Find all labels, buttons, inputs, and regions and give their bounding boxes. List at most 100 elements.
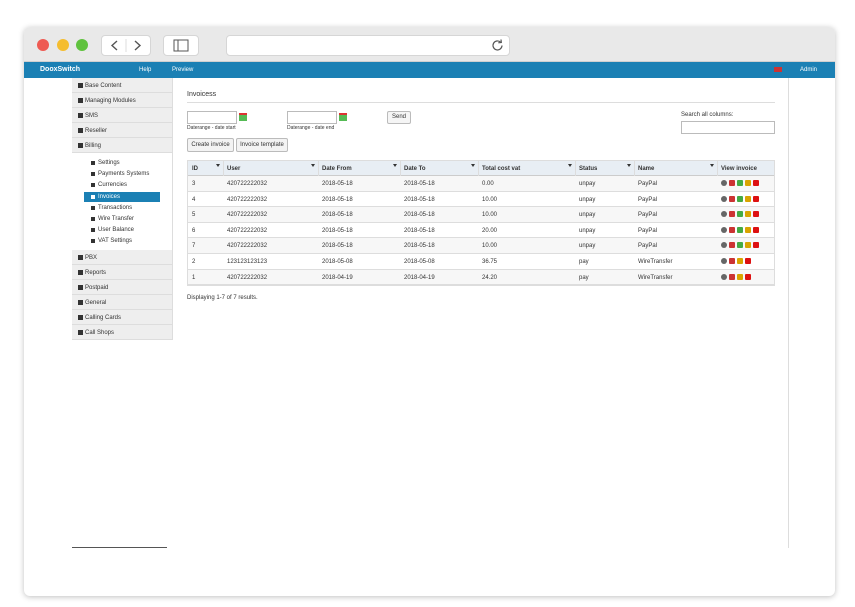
create-invoice-button[interactable]: Create invoice [187, 138, 234, 152]
calendar-icon[interactable] [339, 113, 347, 121]
sidebar-toggle[interactable] [163, 35, 199, 56]
column-header[interactable]: User [227, 166, 241, 172]
nav-link[interactable]: Help [139, 67, 152, 73]
sidebar-link[interactable]: Postpaid [85, 285, 109, 291]
user-menu[interactable]: Admin [800, 67, 818, 73]
sidebar-link[interactable]: Reports [85, 270, 107, 276]
sidebar-link[interactable]: Reseller [85, 128, 108, 134]
action-icon[interactable] [745, 226, 751, 233]
date-start-input[interactable] [187, 111, 237, 124]
sidebar-line [72, 547, 167, 548]
action-icon[interactable] [745, 180, 751, 186]
date-end-input[interactable] [287, 111, 337, 124]
table-row [188, 238, 774, 254]
action-icon[interactable] [737, 211, 743, 218]
sidebar-item [72, 295, 172, 310]
submenu-link[interactable]: Currencies [98, 182, 128, 189]
brand[interactable]: DooxSwitch [40, 66, 81, 73]
action-icon[interactable] [737, 180, 743, 186]
action-icon[interactable] [737, 195, 743, 202]
action-icon[interactable] [721, 211, 727, 218]
nav-arrows[interactable] [102, 36, 150, 55]
column-header[interactable]: Total cost vat [482, 166, 521, 172]
sidebar-link[interactable]: SMS [85, 113, 99, 119]
sort-caret[interactable] [216, 164, 220, 167]
sidebar-icon [78, 128, 83, 133]
action-icon[interactable] [745, 258, 751, 264]
action-icon[interactable] [729, 242, 735, 249]
action-icon[interactable] [729, 180, 735, 186]
action-icon[interactable] [729, 273, 735, 280]
action-icon[interactable] [721, 242, 727, 249]
submenu-link[interactable]: VAT Settings [98, 238, 133, 245]
sort-caret[interactable] [568, 164, 572, 167]
action-icon[interactable] [737, 226, 743, 233]
action-icon[interactable] [721, 273, 727, 280]
send-button[interactable]: Send [387, 111, 411, 124]
flag[interactable] [774, 67, 782, 72]
action-icon[interactable] [721, 180, 727, 186]
nav-link[interactable]: Preview [172, 67, 194, 73]
submenu-link[interactable]: Payments Systems [98, 171, 150, 178]
action-icon[interactable] [753, 195, 759, 202]
action-icon[interactable] [729, 226, 735, 233]
column-header[interactable]: Name [638, 166, 655, 172]
sidebar-link[interactable]: PBX [85, 255, 98, 261]
action-icon[interactable] [753, 211, 759, 218]
action-icon[interactable] [737, 242, 743, 249]
action-icon[interactable] [721, 258, 727, 264]
sort-caret[interactable] [710, 164, 714, 167]
sidebar-link[interactable]: Base Content [85, 83, 122, 89]
sidebar-item [72, 265, 172, 280]
action-icon[interactable] [721, 226, 727, 233]
calendar-icon[interactable] [239, 113, 247, 121]
action-icon[interactable] [737, 258, 743, 264]
table-cell: 2018-05-08 [322, 259, 353, 265]
sort-caret[interactable] [311, 164, 315, 167]
action-icon[interactable] [721, 195, 727, 202]
minimize-button[interactable] [57, 39, 69, 51]
sidebar-link[interactable]: Managing Modules [85, 98, 136, 104]
search-input[interactable] [681, 121, 775, 134]
column-header[interactable]: ID [192, 166, 198, 172]
table-cell: 2 [192, 259, 196, 265]
action-icon[interactable] [753, 242, 759, 249]
action-icon[interactable] [753, 180, 759, 186]
sidebar-link[interactable]: Call Shops [85, 330, 115, 336]
sidebar-link[interactable]: Calling Cards [85, 315, 122, 321]
column-header[interactable]: View invoice [721, 166, 757, 172]
action-icon[interactable] [745, 195, 751, 202]
sidebar-item [72, 93, 172, 108]
column-header[interactable]: Date To [404, 166, 426, 172]
table-cell: WireTransfer [638, 274, 673, 281]
table-cell: 420722222032 [227, 212, 268, 219]
table-cell: PayPal [638, 212, 658, 219]
submenu-link[interactable]: Settings [98, 160, 120, 166]
zoom-button[interactable] [76, 39, 88, 51]
action-icon[interactable] [745, 211, 751, 218]
close-button[interactable] [37, 39, 49, 51]
action-icon[interactable] [737, 273, 743, 280]
sidebar-item [72, 138, 172, 153]
sort-caret[interactable] [393, 164, 397, 167]
action-icon[interactable] [729, 211, 735, 218]
sort-caret[interactable] [627, 164, 631, 167]
action-icon[interactable] [729, 258, 735, 264]
column-header[interactable]: Status [579, 166, 598, 172]
sidebar-link[interactable]: General [85, 300, 107, 306]
submenu-link[interactable]: Invoices [98, 193, 121, 200]
action-icon[interactable] [745, 242, 751, 249]
action-icon[interactable] [753, 226, 759, 233]
table-cell: 1 [192, 274, 196, 281]
sort-caret[interactable] [471, 164, 475, 167]
submenu-link[interactable]: Wire Transfer [98, 216, 135, 222]
action-icon[interactable] [729, 195, 735, 202]
action-icon[interactable] [745, 273, 751, 280]
column-header[interactable]: Date From [322, 166, 352, 172]
sidebar-link[interactable]: Billing [85, 143, 102, 149]
address-bar[interactable] [226, 35, 510, 56]
submenu-active [84, 191, 160, 202]
submenu-link[interactable]: Transactions [98, 204, 133, 211]
submenu-link[interactable]: User Balance [98, 227, 135, 234]
invoice-template-button[interactable]: Invoice template [236, 138, 288, 152]
